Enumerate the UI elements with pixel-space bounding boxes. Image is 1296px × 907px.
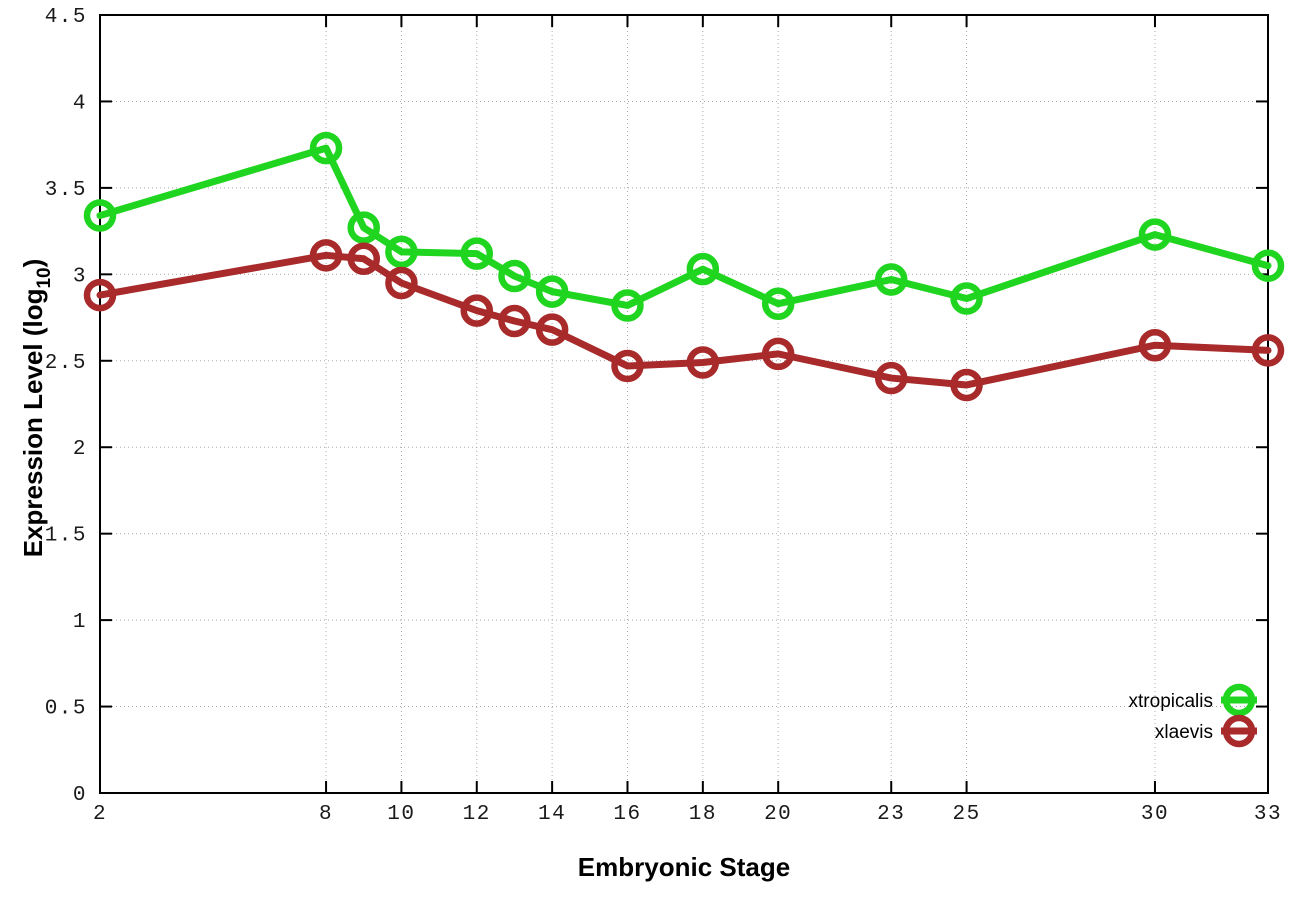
y-tick-label-0.5: 0.5 [45,698,87,721]
marker-xlaevis-stage-20 [761,337,795,371]
marker-xlaevis-stage-12 [460,294,494,327]
marker-xlaevis-stage-14 [535,313,569,346]
marker-xtropicalis-stage-33 [1251,249,1285,282]
y-tick-label-3: 3 [73,265,87,288]
marker-xtropicalis-stage-12 [460,237,494,270]
y-tick-label-3.5: 3.5 [45,179,87,202]
marker-xlaevis-stage-10 [385,266,418,300]
y-tick-label-0: 0 [73,784,87,807]
marker-xtropicalis-stage-8 [309,131,343,165]
marker-xlaevis-stage-30 [1138,328,1172,362]
marker-xlaevis-stage-18 [686,346,720,379]
x-tick-label-25: 25 [952,803,980,826]
marker-xtropicalis-stage-2 [83,199,117,232]
marker-xtropicalis-stage-13 [498,259,531,293]
marker-xlaevis-stage-23 [874,361,908,395]
y-tick-label-2.5: 2.5 [45,352,87,375]
marker-xlaevis-stage-16 [611,349,644,383]
y-tick-label-1.5: 1.5 [45,525,87,548]
x-tick-label-16: 16 [613,803,641,826]
plot-border [99,14,1269,794]
marker-xlaevis-stage-2 [83,278,117,312]
marker-xtropicalis-stage-9 [347,211,380,244]
marker-xlaevis-stage-33 [1251,334,1285,367]
x-tick-label-23: 23 [877,803,905,826]
y-tick-label-2: 2 [73,438,87,461]
marker-xlaevis-stage-8 [309,239,343,272]
x-tick-label-10: 10 [387,803,415,826]
marker-xtropicalis-stage-23 [874,263,908,296]
x-tick-label-18: 18 [689,803,717,826]
y-tick-label-1: 1 [73,611,87,634]
y-tick-label-4.5: 4.5 [45,6,87,29]
marker-xtropicalis-stage-18 [686,252,720,286]
legend-label-xlaevis: xlaevis [1155,722,1213,743]
x-tick-label-8: 8 [319,803,333,826]
marker-xtropicalis-stage-25 [950,282,983,315]
x-tick-label-14: 14 [538,803,566,826]
x-tick-label-12: 12 [463,803,491,826]
x-tick-label-2: 2 [93,803,107,826]
x-tick-label-30: 30 [1141,803,1169,826]
x-tick-label-20: 20 [764,803,792,826]
marker-xtropicalis-stage-30 [1138,218,1172,251]
legend-label-xtropicalis: xtropicalis [1129,691,1213,712]
series-line-xtropicalis [96,144,1272,309]
legend-sample-marker-xtropicalis [1222,683,1256,717]
y-axis-title: Expression Level (log10) [18,259,55,558]
marker-xtropicalis-stage-10 [385,235,418,269]
y-tick-label-4: 4 [73,92,87,115]
x-axis-title: Embryonic Stage [578,852,790,882]
marker-xtropicalis-stage-14 [535,275,569,308]
marker-xlaevis-stage-9 [347,242,380,276]
x-tick-label-33: 33 [1254,803,1282,826]
legend-sample-marker-xlaevis [1222,714,1256,748]
marker-xtropicalis-stage-16 [611,289,644,322]
marker-xlaevis-stage-25 [950,368,983,402]
marker-xtropicalis-stage-20 [761,287,795,320]
marker-xlaevis-stage-13 [498,304,531,338]
